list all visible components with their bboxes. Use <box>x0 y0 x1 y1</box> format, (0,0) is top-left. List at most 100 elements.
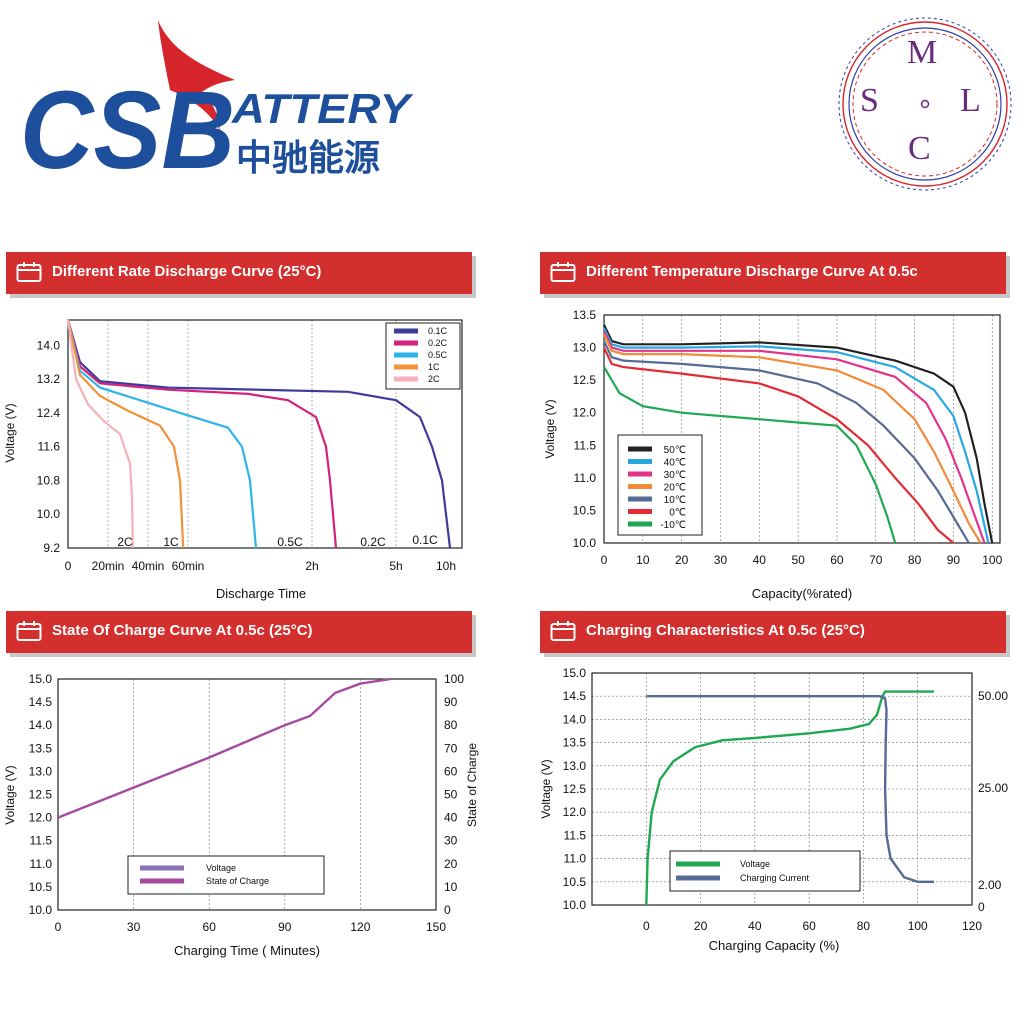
y2-tick-label: 50 <box>444 788 458 802</box>
y-tick-label: 12.5 <box>29 788 53 802</box>
legend-label: 0℃ <box>669 508 686 519</box>
y-tick-label: 13.0 <box>563 759 587 773</box>
logo-chinese: 中驰能源 <box>236 138 380 179</box>
y-axis-label: Voltage (V) <box>539 759 553 818</box>
series-line-2C <box>66 319 134 549</box>
x-axis-label: Capacity(%rated) <box>752 586 852 601</box>
y2-tick-label: 2.00 <box>978 878 1002 892</box>
y-axis-label: Voltage (V) <box>543 399 557 458</box>
x-tick-label: 30 <box>714 553 728 567</box>
legend-label: Voltage <box>206 863 236 873</box>
series-line-20℃ <box>603 334 982 544</box>
wing-icon <box>158 20 235 130</box>
series-line-50℃ <box>603 324 994 544</box>
legend-label: 2C <box>428 374 440 384</box>
state-of-charge-chart: 10.0 10.5 11.0 11.5 12.0 12.5 13.0 13.5 14.0 14.5… <box>3 672 479 958</box>
y-tick-label: 12.0 <box>573 406 597 420</box>
y-tick-label: 13.5 <box>573 308 597 322</box>
panel-header-soc: State Of Charge Curve At 0.5c (25°C) <box>6 611 472 653</box>
x-tick-label: 40 <box>748 919 762 933</box>
x-tick-label: 20 <box>694 919 708 933</box>
x-tick-label: 20 <box>675 553 689 567</box>
seal-letter-s: S <box>860 82 879 119</box>
y2-tick-label: 20 <box>444 857 458 871</box>
legend-label: Charging Current <box>740 873 810 883</box>
y-axis-label: Voltage (V) <box>3 403 17 462</box>
calendar-icon <box>16 621 42 641</box>
legend: Voltage State of Charge <box>127 855 325 895</box>
y-tick-label: 13.0 <box>29 764 53 778</box>
curve-label: 1C <box>163 535 179 549</box>
y-tick-label: 14.0 <box>29 718 53 732</box>
plot-frame <box>57 678 437 911</box>
x-tick-label: 60 <box>830 553 844 567</box>
series-line-0.1C <box>66 319 452 549</box>
y-tick-label: 15.0 <box>29 672 53 686</box>
mslc-seal: M S L C <box>834 14 1016 194</box>
y-tick-label: 11.5 <box>574 438 597 452</box>
x-tick-label: 0 <box>65 559 72 573</box>
y2-tick-label: 50.00 <box>978 689 1008 703</box>
temperature-discharge-chart: 10.0 10.5 11.0 11.5 12.0 12.5 13.0 13.5 0 10 20 30 4… <box>543 308 1003 601</box>
y-tick-label: 10.0 <box>563 898 587 912</box>
y-tick-label: 10.0 <box>573 536 597 550</box>
legend-label: 30℃ <box>664 470 686 481</box>
x-axis-label: Discharge Time <box>216 586 306 601</box>
legend-label: 40℃ <box>664 458 686 469</box>
series-line-State of Charge <box>57 677 391 819</box>
legend-label: 10℃ <box>664 495 686 506</box>
x-tick-label: 70 <box>869 553 883 567</box>
legend-box <box>127 855 325 895</box>
panel-title-rate: Different Rate Discharge Curve (25°C) <box>52 263 322 280</box>
x-tick-label: 120 <box>962 919 982 933</box>
x-tick-label: 150 <box>426 920 446 934</box>
y2-tick-label: 40 <box>444 811 458 825</box>
y-tick-label: 10.0 <box>29 903 53 917</box>
y-tick-label: 12.4 <box>37 406 61 420</box>
series-line-10℃ <box>603 340 970 544</box>
seal-letter-l: L <box>960 82 981 119</box>
x-tick-label: 60 <box>802 919 816 933</box>
legend: 50℃ 40℃30℃ 20℃10℃ 0℃-10℃ <box>617 434 703 536</box>
x-tick-label: 80 <box>857 919 871 933</box>
series-line-1C <box>66 319 185 549</box>
charging-characteristics-chart: 10.0 10.5 11.0 11.5 12.0 12.5 13.0 13.5 14.0 14.5… <box>539 666 1008 953</box>
y-tick-label: 11.0 <box>574 471 597 485</box>
plot-frame <box>603 314 1001 544</box>
y-tick-label: 10.5 <box>563 875 587 889</box>
seal-letter-c: C <box>908 130 931 167</box>
y-tick-label: 11.5 <box>564 828 587 842</box>
y-tick-label: 14.5 <box>563 689 587 703</box>
series-line-40℃ <box>603 327 990 544</box>
legend-box <box>669 850 861 892</box>
y-tick-label: 10.5 <box>573 503 597 517</box>
series-line-0.5C <box>66 319 258 549</box>
panel-header-temp: Different Temperature Discharge Curve At… <box>540 252 1006 294</box>
y-tick-label: 11.0 <box>30 857 53 871</box>
x-tick-label: 90 <box>947 553 961 567</box>
y-tick-label: 13.5 <box>29 741 53 755</box>
y-tick-label: 12.0 <box>29 811 53 825</box>
legend-label: 20℃ <box>664 483 686 494</box>
series-line-Voltage <box>645 690 934 906</box>
panel-title-charge: Charging Characteristics At 0.5c (25°C) <box>586 622 865 639</box>
plot-frame <box>591 672 973 906</box>
y2-tick-label: 100 <box>444 672 464 686</box>
legend: 0.1C 0.2C 0.5C 1C 2C <box>385 322 461 390</box>
x-tick-label: 90 <box>278 920 292 934</box>
x-tick-label: 2h <box>305 559 318 573</box>
legend-label: 50℃ <box>664 445 686 456</box>
legend-label: 0.2C <box>428 338 448 348</box>
seal-letter-m: M <box>907 34 938 71</box>
x-tick-label: 10h <box>436 559 456 573</box>
y-tick-label: 11.6 <box>38 440 61 454</box>
x-tick-label: 80 <box>908 553 922 567</box>
calendar-icon <box>550 262 576 282</box>
x-tick-label: 120 <box>350 920 370 934</box>
calendar-icon <box>16 262 42 282</box>
legend-label: State of Charge <box>206 876 269 886</box>
calendar-icon <box>550 621 576 641</box>
curve-label: 2C <box>117 535 133 549</box>
y-tick-label: 14.0 <box>563 712 587 726</box>
y2-tick-label: 90 <box>444 695 458 709</box>
